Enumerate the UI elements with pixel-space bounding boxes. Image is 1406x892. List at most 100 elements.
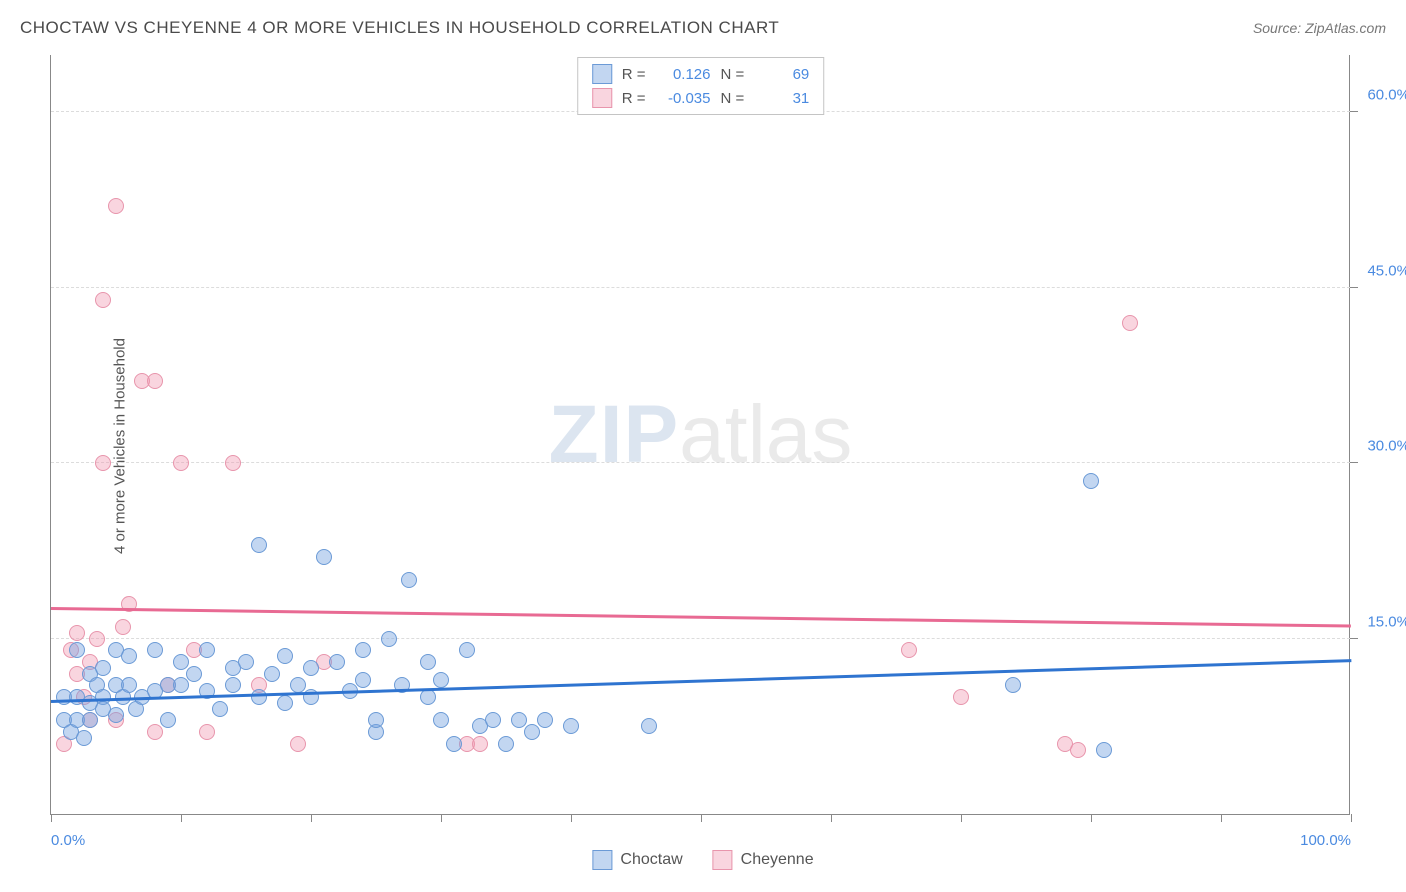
cheyenne-legend-label: Cheyenne xyxy=(741,851,814,869)
cheyenne-point xyxy=(173,455,189,471)
choctaw-legend-swatch-icon xyxy=(592,850,612,870)
choctaw-point xyxy=(524,724,540,740)
cheyenne-point xyxy=(108,198,124,214)
correlation-legend: R = 0.126 N = 69 R = -0.035 N = 31 xyxy=(577,57,825,115)
choctaw-point xyxy=(641,718,657,734)
y-tick-label: 15.0% xyxy=(1355,613,1406,630)
legend-item-cheyenne: Cheyenne xyxy=(713,850,814,870)
choctaw-point xyxy=(368,712,384,728)
cheyenne-point xyxy=(115,619,131,635)
choctaw-point xyxy=(290,677,306,693)
right-tick xyxy=(1350,462,1358,463)
choctaw-point xyxy=(238,654,254,670)
choctaw-point xyxy=(69,642,85,658)
r-label: R = xyxy=(622,90,646,107)
right-axis-border xyxy=(1349,55,1350,814)
right-tick xyxy=(1350,111,1358,112)
choctaw-point xyxy=(1083,473,1099,489)
choctaw-point xyxy=(251,689,267,705)
x-tick xyxy=(701,814,702,822)
chart-title: CHOCTAW VS CHEYENNE 4 OR MORE VEHICLES I… xyxy=(20,18,779,38)
choctaw-point xyxy=(173,677,189,693)
choctaw-point xyxy=(147,642,163,658)
x-tick xyxy=(1351,814,1352,822)
cheyenne-point xyxy=(95,455,111,471)
watermark: ZIPatlas xyxy=(549,388,853,482)
choctaw-point xyxy=(160,712,176,728)
choctaw-point xyxy=(563,718,579,734)
choctaw-point xyxy=(121,648,137,664)
choctaw-point xyxy=(199,642,215,658)
choctaw-point xyxy=(95,660,111,676)
cheyenne-point xyxy=(147,724,163,740)
x-tick-label: 100.0% xyxy=(1300,832,1351,849)
cheyenne-point xyxy=(953,689,969,705)
watermark-zip: ZIP xyxy=(549,389,680,480)
choctaw-point xyxy=(173,654,189,670)
cheyenne-trendline xyxy=(51,607,1351,627)
cheyenne-point xyxy=(901,642,917,658)
choctaw-point xyxy=(498,736,514,752)
x-tick xyxy=(571,814,572,822)
y-tick-label: 30.0% xyxy=(1355,438,1406,455)
x-tick xyxy=(961,814,962,822)
right-tick xyxy=(1350,287,1358,288)
choctaw-point xyxy=(355,642,371,658)
choctaw-r-value: 0.126 xyxy=(656,66,711,83)
scatter-plot-area: ZIPatlas R = 0.126 N = 69 R = -0.035 N =… xyxy=(50,55,1350,815)
choctaw-point xyxy=(401,572,417,588)
legend-item-choctaw: Choctaw xyxy=(592,850,682,870)
n-label: N = xyxy=(721,66,745,83)
choctaw-point xyxy=(121,677,137,693)
watermark-atlas: atlas xyxy=(679,389,852,480)
y-tick-label: 45.0% xyxy=(1355,262,1406,279)
cheyenne-point xyxy=(1070,742,1086,758)
cheyenne-point xyxy=(95,292,111,308)
cheyenne-r-value: -0.035 xyxy=(656,90,711,107)
choctaw-point xyxy=(511,712,527,728)
choctaw-point xyxy=(459,642,475,658)
cheyenne-point xyxy=(69,625,85,641)
choctaw-point xyxy=(355,672,371,688)
x-tick xyxy=(1091,814,1092,822)
choctaw-point xyxy=(446,736,462,752)
gridline xyxy=(51,638,1350,639)
x-tick-label: 0.0% xyxy=(51,832,85,849)
choctaw-point xyxy=(277,695,293,711)
y-tick-label: 60.0% xyxy=(1355,87,1406,104)
choctaw-point xyxy=(264,666,280,682)
choctaw-swatch-icon xyxy=(592,64,612,84)
cheyenne-point xyxy=(290,736,306,752)
x-tick xyxy=(181,814,182,822)
choctaw-point xyxy=(329,654,345,670)
choctaw-point xyxy=(277,648,293,664)
cheyenne-legend-swatch-icon xyxy=(713,850,733,870)
n-label: N = xyxy=(721,90,745,107)
choctaw-n-value: 69 xyxy=(754,66,809,83)
choctaw-point xyxy=(537,712,553,728)
choctaw-point xyxy=(381,631,397,647)
choctaw-point xyxy=(76,730,92,746)
choctaw-point xyxy=(251,537,267,553)
legend-row-cheyenne: R = -0.035 N = 31 xyxy=(592,86,810,110)
choctaw-point xyxy=(212,701,228,717)
cheyenne-swatch-icon xyxy=(592,88,612,108)
cheyenne-point xyxy=(89,631,105,647)
choctaw-point xyxy=(433,672,449,688)
source-attribution: Source: ZipAtlas.com xyxy=(1253,20,1386,36)
cheyenne-point xyxy=(472,736,488,752)
choctaw-point xyxy=(316,549,332,565)
choctaw-point xyxy=(186,666,202,682)
choctaw-point xyxy=(303,660,319,676)
gridline xyxy=(51,462,1350,463)
choctaw-point xyxy=(420,654,436,670)
choctaw-point xyxy=(1096,742,1112,758)
choctaw-point xyxy=(433,712,449,728)
cheyenne-point xyxy=(199,724,215,740)
x-tick xyxy=(1221,814,1222,822)
choctaw-point xyxy=(82,712,98,728)
choctaw-legend-label: Choctaw xyxy=(620,851,682,869)
choctaw-point xyxy=(1005,677,1021,693)
cheyenne-point xyxy=(147,373,163,389)
x-tick xyxy=(311,814,312,822)
